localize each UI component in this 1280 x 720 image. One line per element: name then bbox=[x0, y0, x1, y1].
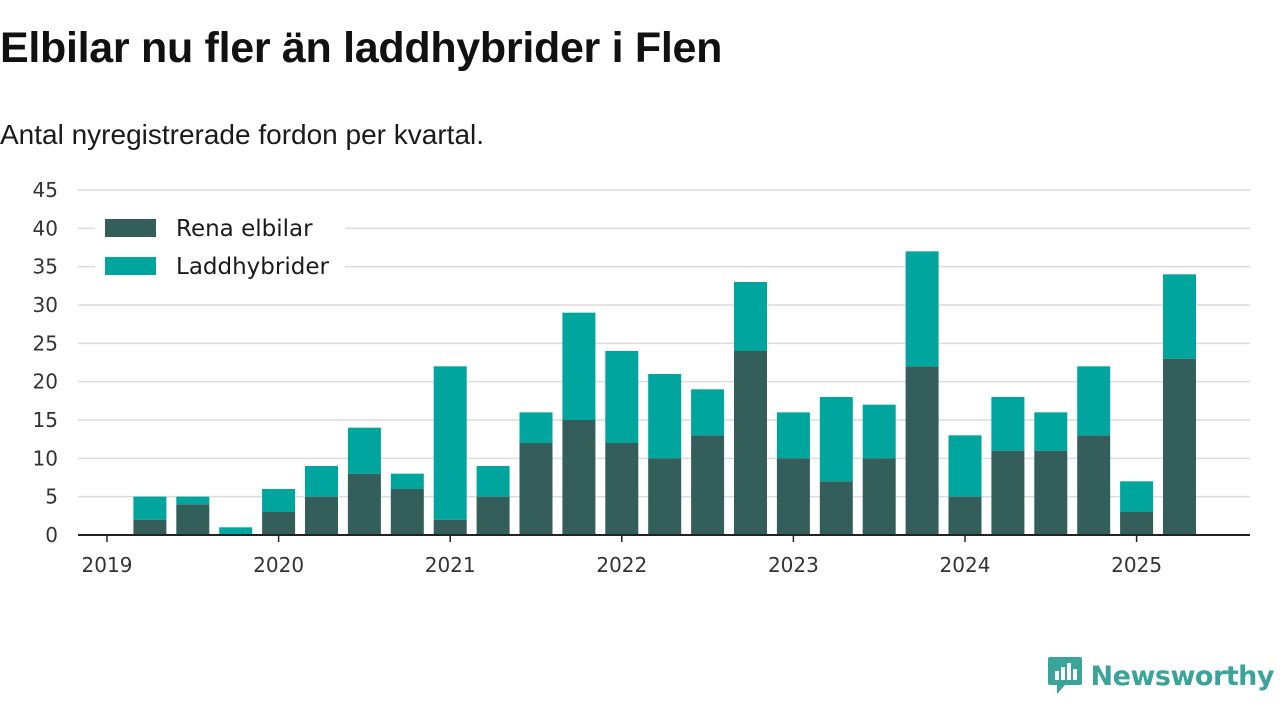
bar-rena-elbilar bbox=[476, 496, 510, 535]
bar-rena-elbilar bbox=[734, 351, 767, 535]
bar-laddhybrider bbox=[1120, 481, 1154, 512]
bar-rena-elbilar bbox=[262, 512, 296, 535]
bar-rena-elbilar bbox=[1163, 358, 1196, 535]
y-tick-label: 45 bbox=[33, 178, 58, 202]
bar-laddhybrider bbox=[605, 351, 639, 443]
legend-swatch bbox=[105, 257, 156, 275]
bar-laddhybrider bbox=[905, 251, 939, 367]
bar-laddhybrider bbox=[476, 466, 510, 497]
bar-laddhybrider bbox=[819, 397, 853, 482]
bar-rena-elbilar bbox=[862, 458, 896, 535]
bar-rena-elbilar bbox=[1034, 450, 1068, 535]
y-tick-label: 5 bbox=[45, 485, 58, 509]
chart-title: Elbilar nu fler än laddhybrider i Flen bbox=[0, 24, 723, 72]
legend-label: Laddhybrider bbox=[176, 254, 329, 280]
bar-rena-elbilar bbox=[905, 366, 939, 535]
bar-rena-elbilar bbox=[562, 420, 596, 535]
bar-laddhybrider bbox=[734, 282, 767, 351]
y-tick-label: 0 bbox=[45, 523, 58, 547]
y-tick-label: 40 bbox=[33, 216, 58, 240]
y-tick-label: 30 bbox=[33, 293, 58, 317]
bar-laddhybrider bbox=[305, 466, 338, 497]
y-axis-ticks: 0 5 10 15 20 25 30 35 40 45 bbox=[33, 178, 58, 547]
bar-laddhybrider bbox=[691, 389, 725, 436]
bar-rena-elbilar bbox=[948, 496, 982, 535]
x-tick-label: 2022 bbox=[596, 553, 647, 577]
x-tick-label: 2023 bbox=[768, 553, 819, 577]
legend: Rena elbilar Laddhybrider bbox=[95, 205, 345, 285]
bars bbox=[133, 251, 1196, 535]
chart-subtitle: Antal nyregistrerade fordon per kvartal. bbox=[0, 119, 485, 150]
brand-name: Newsworthy bbox=[1090, 660, 1275, 692]
bar-laddhybrider bbox=[519, 412, 553, 443]
bar-laddhybrider bbox=[390, 473, 424, 489]
bar-laddhybrider bbox=[648, 374, 682, 459]
legend-label: Rena elbilar bbox=[176, 216, 313, 242]
x-tick-label: 2024 bbox=[940, 553, 991, 577]
bar-rena-elbilar bbox=[776, 458, 810, 535]
y-tick-label: 20 bbox=[33, 370, 58, 394]
x-axis-ticks: 2019 2020 2021 2022 2023 2024 2025 bbox=[82, 535, 1162, 577]
bar-laddhybrider bbox=[262, 489, 296, 512]
bar-rena-elbilar bbox=[347, 473, 381, 535]
y-tick-label: 15 bbox=[33, 408, 58, 432]
x-tick-label: 2025 bbox=[1111, 553, 1162, 577]
bar-laddhybrider bbox=[991, 397, 1025, 451]
bar-laddhybrider bbox=[948, 435, 982, 497]
bar-laddhybrider bbox=[862, 404, 896, 459]
bar-laddhybrider bbox=[562, 312, 596, 420]
bar-rena-elbilar bbox=[176, 504, 210, 535]
brand-logo: Newsworthy bbox=[1047, 656, 1275, 696]
bar-rena-elbilar bbox=[305, 496, 338, 535]
y-tick-label: 10 bbox=[33, 446, 58, 470]
bar-rena-elbilar bbox=[1077, 435, 1111, 535]
bar-rena-elbilar bbox=[133, 519, 167, 535]
bar-laddhybrider bbox=[133, 496, 167, 520]
bar-laddhybrider bbox=[347, 427, 381, 474]
legend-swatch bbox=[105, 219, 156, 237]
bar-rena-elbilar bbox=[519, 443, 553, 535]
bar-laddhybrider bbox=[219, 527, 253, 535]
x-tick-label: 2019 bbox=[82, 553, 133, 577]
bar-rena-elbilar bbox=[691, 435, 725, 535]
bar-rena-elbilar bbox=[648, 458, 682, 535]
bar-laddhybrider bbox=[1077, 366, 1111, 436]
bar-rena-elbilar bbox=[433, 519, 467, 535]
y-tick-label: 25 bbox=[33, 331, 58, 355]
bar-laddhybrider bbox=[776, 412, 810, 459]
bar-laddhybrider bbox=[1034, 412, 1068, 451]
bar-rena-elbilar bbox=[1120, 512, 1154, 535]
bar-rena-elbilar bbox=[605, 443, 639, 535]
bar-laddhybrider bbox=[433, 366, 467, 520]
bar-laddhybrider bbox=[176, 496, 210, 505]
bar-rena-elbilar bbox=[991, 450, 1025, 535]
newsworthy-logo-icon bbox=[1047, 657, 1082, 694]
bar-rena-elbilar bbox=[819, 481, 853, 535]
y-tick-label: 35 bbox=[33, 255, 58, 279]
x-tick-label: 2021 bbox=[425, 553, 476, 577]
x-tick-label: 2020 bbox=[253, 553, 304, 577]
bar-rena-elbilar bbox=[390, 489, 424, 535]
bar-laddhybrider bbox=[1163, 274, 1196, 359]
